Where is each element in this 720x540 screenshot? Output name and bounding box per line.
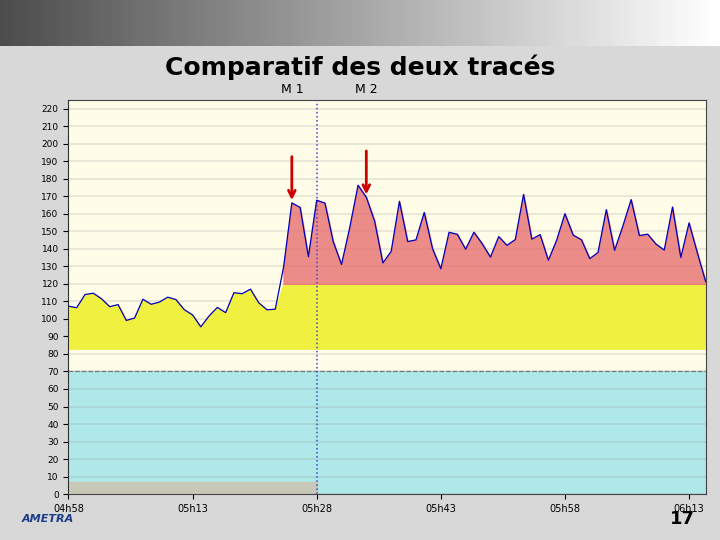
Bar [68, 372, 706, 494]
Text: 17: 17 [670, 510, 695, 529]
Text: AMETRA: AMETRA [22, 515, 74, 524]
Text: M 1: M 1 [281, 83, 303, 96]
Text: M 2: M 2 [355, 83, 377, 96]
Text: Comparatif des deux tracés: Comparatif des deux tracés [165, 55, 555, 80]
